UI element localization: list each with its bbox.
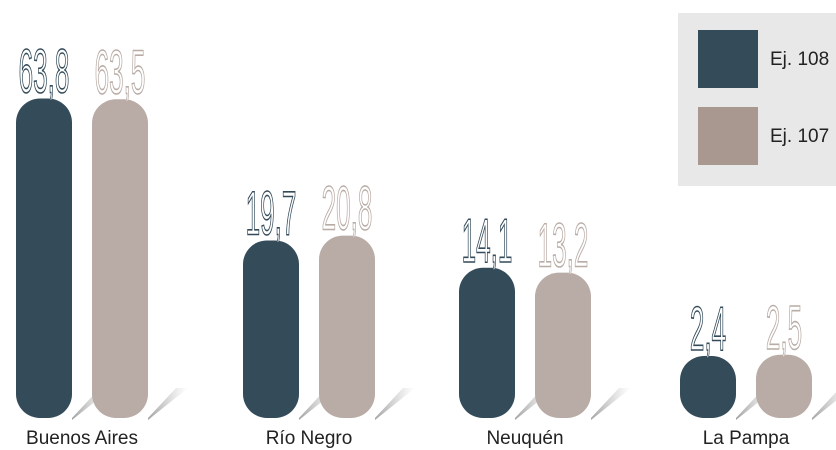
legend-swatch xyxy=(698,107,758,165)
legend-label: Ej. 108 xyxy=(770,49,829,70)
bar-shadow xyxy=(148,388,188,420)
value-label: 63,8 xyxy=(19,38,70,107)
legend-label: Ej. 107 xyxy=(770,126,829,147)
bar xyxy=(92,99,148,419)
value-label: 20,8 xyxy=(322,175,373,244)
bar xyxy=(459,267,515,418)
bar-shadow xyxy=(812,392,836,420)
value-label: 19,7 xyxy=(246,180,297,249)
legend-swatch xyxy=(698,30,758,88)
bar xyxy=(756,354,812,418)
bar xyxy=(680,356,736,418)
bar xyxy=(319,235,375,418)
value-label: 2,4 xyxy=(690,295,726,364)
value-label: 63,5 xyxy=(95,38,146,107)
value-label: 14,1 xyxy=(462,207,513,276)
category-label: Río Negro xyxy=(266,428,353,449)
value-label: 13,2 xyxy=(538,212,589,281)
value-label: 2,5 xyxy=(766,294,802,363)
category-label: Buenos Aires xyxy=(26,428,138,449)
category-label: La Pampa xyxy=(703,428,790,449)
bar-shadow xyxy=(375,388,415,420)
bar xyxy=(535,272,591,418)
bar xyxy=(16,98,72,418)
bar xyxy=(243,240,299,418)
category-label: Neuquén xyxy=(486,428,563,449)
bar-shadow xyxy=(591,388,631,420)
